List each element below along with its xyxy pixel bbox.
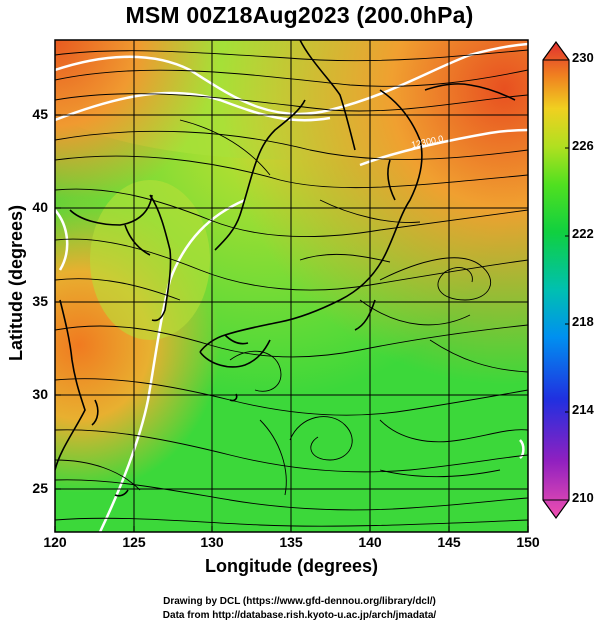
y-tick-30: 30 [32,386,48,402]
chart-title: MSM 00Z18Aug2023 (200.0hPa) [125,2,474,28]
y-axis-label: Latitude (degrees) [6,204,26,362]
colorbar-label-222: 222 [572,226,594,241]
colorbar-label-226: 226 [572,138,594,153]
y-tick-35: 35 [32,293,48,309]
credit-drawing: Drawing by DCL (https://www.gfd-dennou.o… [163,596,436,607]
x-tick-135: 135 [279,534,303,550]
coastlines [55,40,516,497]
y-tick-25: 25 [32,480,48,496]
colorbar [542,40,570,520]
x-tick-125: 125 [122,534,146,550]
contour-line-south [98,198,246,532]
y-tick-45: 45 [32,106,48,122]
y-tick-40: 40 [32,199,48,215]
colorbar-label-218: 218 [572,314,594,329]
contour-line-east [359,128,528,167]
colorbar-label-214: 214 [572,402,594,417]
tick-marks [54,114,529,532]
temperature-field: 12300.0 [55,40,528,532]
x-tick-150: 150 [516,534,540,550]
x-axis-label: Longitude (degrees) [204,556,378,576]
x-tick-130: 130 [200,534,224,550]
colorbar-label-210: 210 [572,490,594,505]
x-tick-120: 120 [43,534,67,550]
colorbar-label-230: 230 [572,50,594,65]
x-tick-140: 140 [358,534,382,550]
colorbar-body [542,40,570,520]
x-tick-145: 145 [437,534,461,550]
grid-lines [55,40,528,532]
credit-data: Data from http://database.rish.kyoto-u.a… [162,610,437,621]
